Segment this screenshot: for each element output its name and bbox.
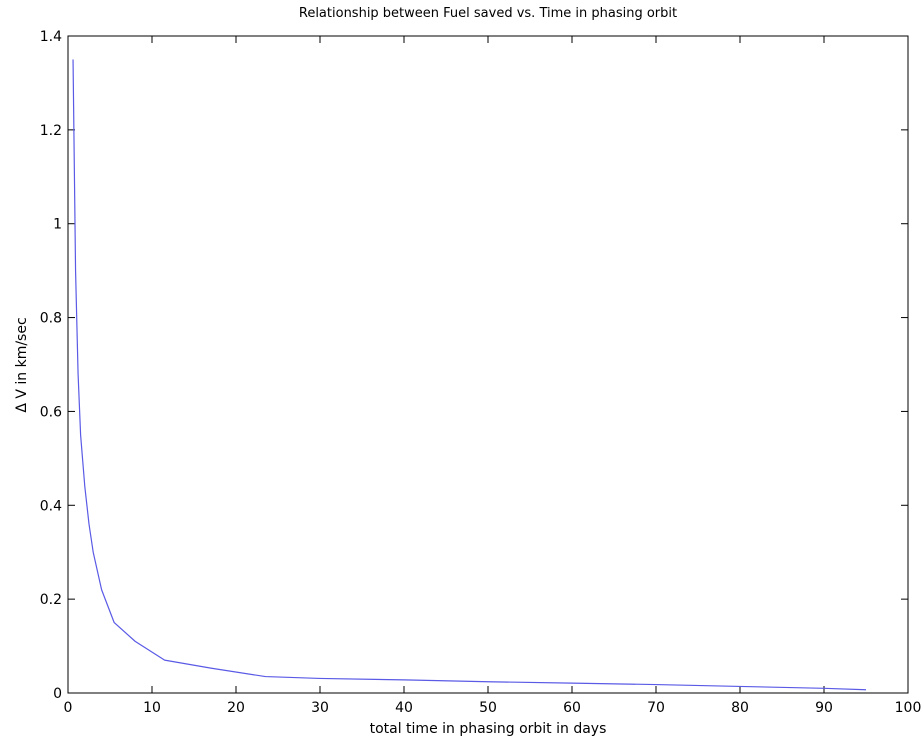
x-tick-label: 40: [395, 700, 413, 716]
y-tick-label: 0.4: [40, 498, 62, 514]
y-axis-ticks: 0 0.2 0.4 0.6 0.8 1 1.2 1.4: [40, 29, 908, 702]
chart-title: Relationship between Fuel saved vs. Time…: [299, 6, 677, 21]
y-tick-label: 0.2: [40, 592, 62, 608]
x-tick-label: 100: [895, 700, 922, 716]
x-tick-label: 20: [227, 700, 245, 716]
y-tick-label: 1: [53, 217, 62, 233]
x-axis-title: total time in phasing orbit in days: [370, 721, 607, 737]
y-tick-label: 0: [53, 686, 62, 702]
series-layer: [73, 59, 866, 689]
x-tick-label: 50: [479, 700, 497, 716]
x-tick-label: 60: [563, 700, 581, 716]
x-tick-label: 30: [311, 700, 329, 716]
x-axis-ticks: 0 10 20 30 40 50 60 70 80 90 100: [64, 36, 922, 716]
y-tick-label: 0.6: [40, 404, 62, 420]
x-tick-label: 0: [64, 700, 73, 716]
y-tick-label: 1.4: [40, 29, 62, 45]
x-tick-label: 90: [815, 700, 833, 716]
y-axis-title: Δ V in km/sec: [14, 317, 30, 412]
y-tick-label: 1.2: [40, 123, 62, 139]
x-tick-label: 10: [143, 700, 161, 716]
y-tick-label: 0.8: [40, 311, 62, 327]
x-tick-label: 80: [731, 700, 749, 716]
series-line: [73, 59, 866, 689]
x-tick-label: 70: [647, 700, 665, 716]
plot-frame: [68, 36, 908, 693]
